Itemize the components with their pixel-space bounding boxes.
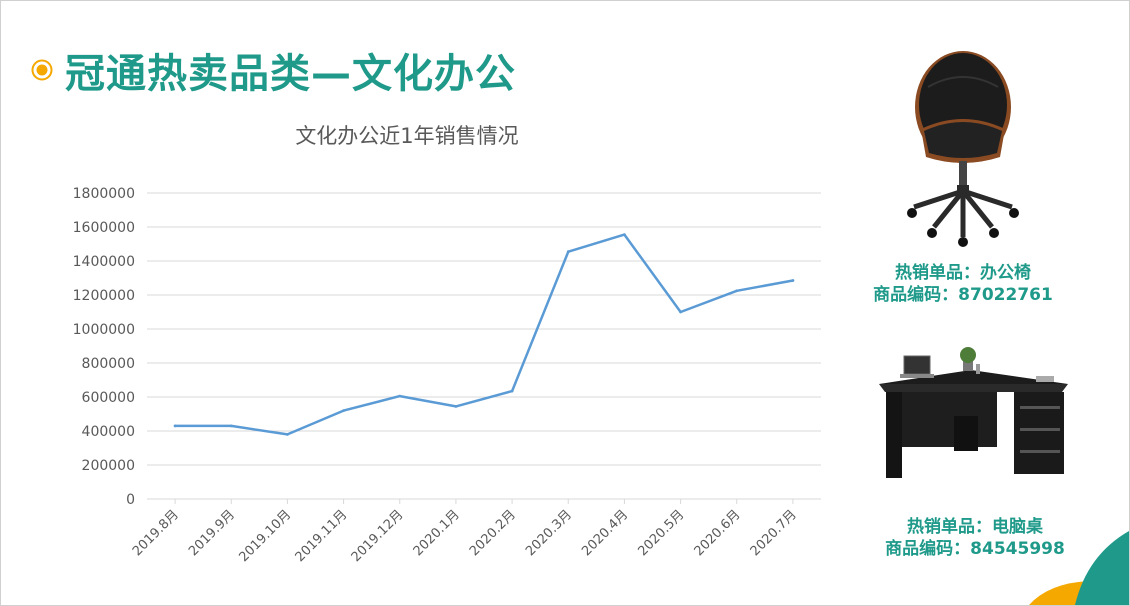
y-tick-label: 200000 <box>82 458 135 474</box>
corner-decoration <box>1029 531 1129 605</box>
data-point <box>173 424 177 428</box>
data-point <box>454 404 458 408</box>
bullet-circle-icon <box>31 59 53 81</box>
product-label-desk: 热销单品：电脑桌 <box>907 517 1043 537</box>
data-point <box>623 233 626 237</box>
data-point <box>510 389 514 393</box>
data-point <box>342 409 345 412</box>
x-tick-label: 2019.8月 <box>130 507 182 559</box>
x-tick-label: 2020.7月 <box>748 507 800 559</box>
data-point <box>566 250 570 254</box>
x-tick-label: 2020.5月 <box>635 507 687 559</box>
x-tick-label: 2019.11月 <box>293 507 351 565</box>
product-label-chair: 热销单品：办公椅 <box>895 263 1031 283</box>
sales-line-chart: 文化办公近1年销售情况 0 200000 400000 600000 800000 100… <box>73 124 821 565</box>
x-tick-label: 2019.9月 <box>186 507 238 559</box>
y-tick-label: 800000 <box>82 356 135 372</box>
data-point <box>791 279 795 282</box>
y-tick-label: 1000000 <box>73 322 135 338</box>
data-point <box>229 424 233 428</box>
y-tick-label: 0 <box>126 492 135 508</box>
title-block: 冠通热卖品类—文化办公 <box>31 41 516 99</box>
chart-title: 文化办公近1年销售情况 <box>295 124 518 148</box>
series-line <box>173 233 795 436</box>
x-tick-label: 2020.1月 <box>411 507 463 559</box>
computer-desk-image <box>879 347 1068 478</box>
product-code-chair: 商品编码：87022761 <box>873 285 1053 305</box>
x-tick-label: 2019.12月 <box>349 507 407 565</box>
y-tick-label: 400000 <box>82 424 135 440</box>
x-tick-label: 2020.2月 <box>467 507 519 559</box>
office-chair-image <box>907 51 1019 247</box>
y-tick-label: 1200000 <box>73 288 135 304</box>
product-caption-chair: 热销单品：办公椅 商品编码：87022761 <box>833 262 1093 306</box>
data-point <box>735 289 739 293</box>
y-tick-label: 1800000 <box>73 186 135 202</box>
x-tick-label: 2020.4月 <box>579 507 631 559</box>
x-tick-label: 2020.3月 <box>523 507 575 559</box>
y-tick-label: 1600000 <box>73 220 135 236</box>
product-code-desk: 商品编码：84545998 <box>885 539 1065 559</box>
slide-title: 冠通热卖品类—文化办公 <box>65 51 516 97</box>
data-point <box>286 433 289 436</box>
chart-series <box>173 233 795 436</box>
y-tick-label: 1400000 <box>73 254 135 270</box>
product-caption-desk: 热销单品：电脑桌 商品编码：84545998 <box>845 516 1105 560</box>
chart-gridlines <box>147 192 821 500</box>
x-tick-label: 2020.6月 <box>692 507 744 559</box>
data-point <box>398 394 402 398</box>
y-axis-labels: 0 200000 400000 600000 800000 1000000 1200000 1… <box>73 186 135 508</box>
y-tick-label: 600000 <box>82 390 135 406</box>
x-tick-label: 2019.10月 <box>236 507 294 565</box>
data-point <box>679 310 682 314</box>
